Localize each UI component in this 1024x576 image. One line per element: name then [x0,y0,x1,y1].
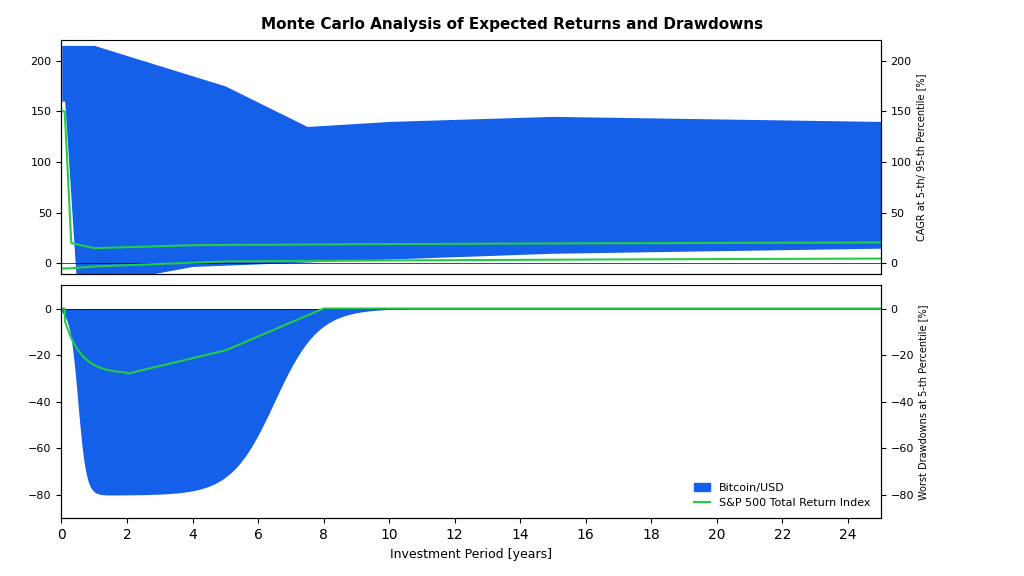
Y-axis label: CAGR at 5-th/ 95-th Percentile [%]: CAGR at 5-th/ 95-th Percentile [%] [915,73,926,241]
Text: Monte Carlo Analysis of Expected Returns and Drawdowns: Monte Carlo Analysis of Expected Returns… [261,17,763,32]
Y-axis label: Worst Drawdowns at 5-th Percentile [%]: Worst Drawdowns at 5-th Percentile [%] [919,304,928,499]
X-axis label: Investment Period [years]: Investment Period [years] [390,548,552,560]
Legend: Bitcoin/USD, S&P 500 Total Return Index: Bitcoin/USD, S&P 500 Total Return Index [689,478,876,513]
